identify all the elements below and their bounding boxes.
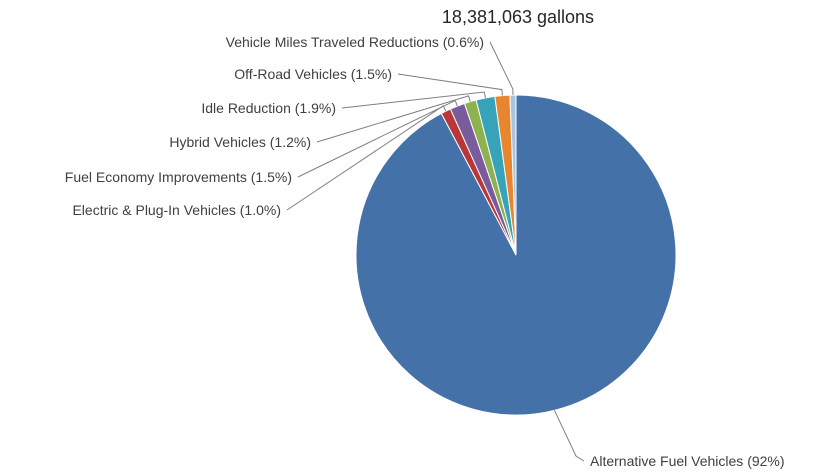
label-fuel-economy-improvements: Fuel Economy Improvements (1.5%) (65, 169, 292, 185)
leader-line-off-road-vehicles (397, 73, 503, 96)
label-idle-reduction: Idle Reduction (1.9%) (201, 100, 336, 116)
leader-line-idle-reduction (341, 91, 486, 109)
chart-title: 18,381,063 gallons (442, 7, 594, 27)
slice-vehicle-miles-traveled-reductions (509, 94, 517, 256)
leader-line-hybrid-vehicles (316, 95, 471, 143)
label-hybrid-vehicles: Hybrid Vehicles (1.2%) (169, 134, 311, 150)
leader-line-vehicle-miles-traveled-reductions (489, 41, 514, 96)
label-vehicle-miles-traveled-reductions: Vehicle Miles Traveled Reductions (0.6%) (226, 34, 484, 50)
slice-labels: Alternative Fuel Vehicles (92%) Electric … (65, 34, 785, 469)
leader-line-electric-plug-in-vehicles (286, 105, 447, 211)
leader-line-fuel-economy-improvements (297, 99, 458, 178)
leader-lines (286, 41, 585, 462)
leader-line-alternative-fuel-vehicles (553, 410, 585, 462)
pie-slices (355, 94, 677, 416)
label-electric-plug-in-vehicles: Electric & Plug-In Vehicles (1.0%) (72, 202, 281, 218)
label-off-road-vehicles: Off-Road Vehicles (1.5%) (234, 66, 392, 82)
label-alternative-fuel-vehicles: Alternative Fuel Vehicles (92%) (590, 453, 785, 469)
